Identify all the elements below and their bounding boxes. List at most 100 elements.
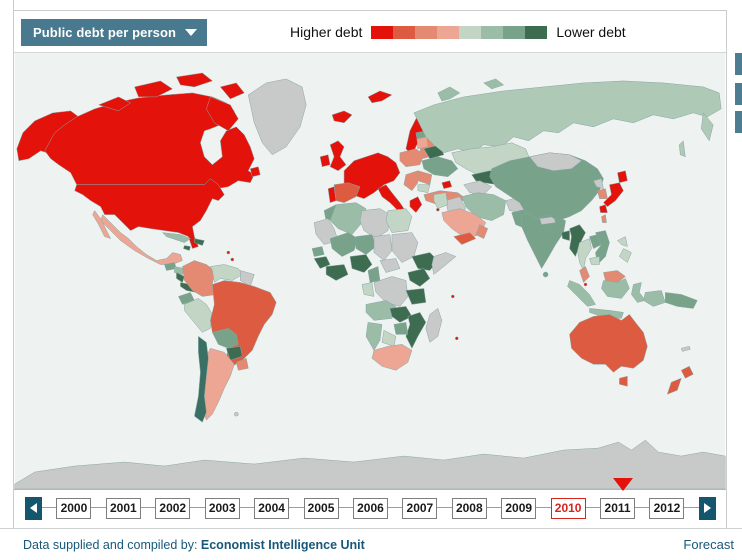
country-west-papua[interactable] — [643, 290, 666, 307]
country-yemen[interactable] — [453, 232, 477, 245]
side-button-3[interactable] — [735, 111, 742, 133]
country-severnaya-zemlya[interactable] — [483, 78, 504, 90]
year-button-2003[interactable]: 2003 — [204, 497, 240, 519]
country-balkans[interactable] — [403, 170, 419, 191]
country-mauritius[interactable] — [451, 294, 455, 299]
country-senegal[interactable] — [311, 246, 325, 257]
country-mali[interactable] — [329, 232, 359, 257]
country-japan[interactable] — [603, 182, 624, 207]
country-new-zealand[interactable] — [667, 378, 682, 395]
year-button-2009[interactable]: 2009 — [501, 497, 537, 519]
country-ireland[interactable] — [319, 154, 331, 167]
country-canada[interactable] — [220, 82, 245, 100]
country-nicaragua[interactable] — [176, 272, 185, 283]
year-button-2006[interactable]: 2006 — [352, 497, 388, 519]
country-novaya-zemlya[interactable] — [437, 86, 461, 102]
country-angola[interactable] — [365, 300, 397, 321]
year-button-2002[interactable]: 2002 — [155, 497, 191, 519]
country-libya[interactable] — [359, 208, 391, 239]
country-bangladesh[interactable] — [561, 230, 570, 241]
country-car[interactable] — [379, 258, 401, 273]
country-caribbean-islands[interactable] — [226, 250, 231, 255]
year-button-2007[interactable]: 2007 — [402, 497, 438, 519]
country-egypt[interactable] — [385, 208, 413, 233]
country-tasmania[interactable] — [619, 376, 628, 387]
metric-dropdown[interactable]: Public debt per person — [21, 19, 207, 46]
country-spain[interactable] — [333, 182, 361, 203]
country-malaysia[interactable] — [579, 266, 590, 283]
country-south-africa[interactable] — [371, 344, 413, 371]
country-bulgaria[interactable] — [417, 184, 431, 193]
country-borneo-indonesia[interactable] — [601, 278, 630, 299]
country-drc[interactable] — [373, 276, 409, 307]
country-uk[interactable] — [329, 140, 347, 171]
country-singapore[interactable] — [583, 282, 588, 287]
country-uruguay[interactable] — [236, 358, 249, 371]
country-canada[interactable] — [250, 166, 261, 177]
country-algeria[interactable] — [329, 202, 367, 235]
country-ghana-ivory[interactable] — [325, 264, 349, 281]
year-marker-icon[interactable] — [613, 478, 633, 491]
country-ukraine[interactable] — [421, 156, 459, 177]
country-mexico[interactable] — [92, 210, 111, 239]
side-button-1[interactable] — [735, 53, 742, 75]
timeline-prev-button[interactable] — [25, 496, 42, 520]
country-australia[interactable] — [569, 314, 648, 373]
country-mozambique[interactable] — [405, 312, 427, 349]
country-canada[interactable] — [176, 72, 213, 88]
country-sumatra[interactable] — [567, 280, 596, 307]
country-falklands[interactable] — [234, 411, 239, 417]
country-venezuela[interactable] — [210, 264, 243, 283]
country-chile[interactable] — [194, 336, 209, 423]
country-russia[interactable] — [413, 80, 722, 154]
country-hispaniola[interactable] — [194, 238, 205, 246]
country-zimbabwe[interactable] — [393, 322, 409, 335]
year-button-2005[interactable]: 2005 — [303, 497, 339, 519]
country-russia[interactable] — [679, 140, 686, 158]
side-button-2[interactable] — [735, 83, 742, 105]
country-svalbard[interactable] — [367, 90, 393, 104]
country-fiji[interactable] — [681, 346, 691, 352]
year-button-2001[interactable]: 2001 — [105, 497, 141, 519]
country-zambia[interactable] — [389, 306, 413, 323]
country-iceland[interactable] — [331, 110, 353, 124]
country-namibia[interactable] — [365, 322, 383, 351]
country-jamaica[interactable] — [183, 245, 191, 251]
country-bolivia[interactable] — [212, 328, 239, 349]
country-usa[interactable] — [74, 178, 225, 249]
country-caucasus[interactable] — [441, 180, 453, 189]
country-nigeria[interactable] — [349, 254, 373, 273]
country-cuba[interactable] — [162, 232, 191, 243]
country-turkmenistan[interactable] — [463, 180, 492, 195]
country-gabon-congo[interactable] — [361, 282, 375, 297]
country-greenland[interactable] — [248, 78, 307, 156]
year-button-2010[interactable]: 2010 — [550, 497, 586, 519]
country-japan[interactable] — [599, 204, 608, 213]
country-paraguay[interactable] — [226, 346, 243, 361]
country-south-korea[interactable] — [597, 188, 608, 199]
country-japan[interactable] — [617, 170, 628, 183]
timeline-next-button[interactable] — [698, 496, 716, 520]
country-sri-lanka[interactable] — [542, 271, 549, 278]
country-mexico[interactable] — [100, 214, 183, 265]
country-north-korea[interactable] — [593, 178, 604, 189]
year-button-2004[interactable]: 2004 — [254, 497, 290, 519]
country-levant[interactable] — [433, 192, 449, 209]
country-kenya-uganda[interactable] — [407, 268, 431, 287]
country-baltics[interactable] — [416, 136, 429, 150]
country-borneo-malaysia[interactable] — [603, 270, 626, 283]
country-nepal[interactable] — [539, 216, 556, 225]
country-cambodia[interactable] — [589, 256, 600, 265]
country-madagascar[interactable] — [425, 308, 443, 343]
country-taiwan[interactable] — [601, 214, 607, 223]
year-button-2012[interactable]: 2012 — [649, 497, 685, 519]
country-somalia[interactable] — [431, 252, 457, 275]
country-peru[interactable] — [184, 298, 213, 333]
country-caribbean-islands[interactable] — [230, 257, 235, 262]
country-chad[interactable] — [373, 234, 393, 261]
country-canada[interactable] — [98, 96, 131, 112]
year-button-2008[interactable]: 2008 — [451, 497, 487, 519]
country-vietnam[interactable] — [595, 230, 610, 265]
country-thailand[interactable] — [577, 238, 592, 271]
country-greece[interactable] — [409, 196, 423, 213]
